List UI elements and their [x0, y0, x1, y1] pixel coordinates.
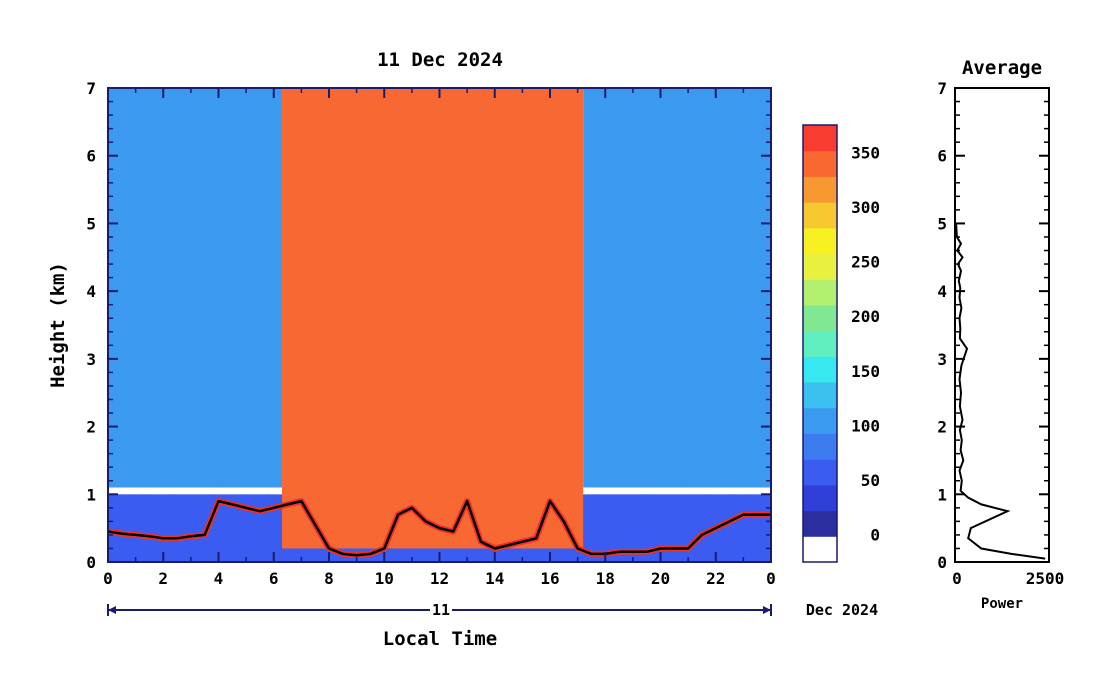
x-tick-label: 14	[485, 569, 504, 588]
colorbar-swatch	[803, 176, 837, 203]
profile-y-tick-label: 2	[937, 418, 947, 437]
x-tick-label: 0	[103, 569, 113, 588]
colorbar-tick-label: 200	[851, 307, 880, 326]
date-bar-day: 11	[432, 601, 450, 619]
date-bar: 11 Dec 2024	[107, 601, 878, 619]
colorbar: 0 50 100 150 200 250 300 350	[802, 124, 880, 563]
profile-y-tick-label: 5	[937, 214, 947, 233]
y-tick-label: 3	[86, 350, 96, 369]
colorbar-swatch	[803, 459, 837, 486]
x-tick-label: 20	[651, 569, 670, 588]
x-axis-title: Local Time	[383, 628, 497, 650]
x-tick-label: 18	[596, 569, 615, 588]
colorbar-swatch	[803, 382, 837, 409]
profile-y-tick-label: 4	[937, 282, 947, 301]
colorbar-swatch	[803, 253, 837, 280]
profile-x-tick-label: 2500	[1026, 569, 1065, 588]
colorbar-swatch	[803, 484, 837, 512]
x-tick-label: 4	[214, 569, 224, 588]
profile-y-tick-label: 7	[937, 79, 947, 98]
colorbar-swatch	[803, 202, 837, 229]
colorbar-tick-label: 50	[861, 471, 880, 490]
colorbar-swatch	[803, 125, 837, 152]
profile-y-tick-label: 1	[937, 485, 947, 504]
profile-x-tick-label: 0	[952, 569, 962, 588]
x-tick-label: 16	[540, 569, 559, 588]
profile-frame	[954, 87, 1050, 563]
colorbar-tick-label: 250	[851, 253, 880, 272]
y-tick-label: 1	[86, 485, 96, 504]
date-bar-month-year: Dec 2024	[806, 601, 878, 619]
colorbar-swatch	[803, 227, 837, 255]
colorbar-tick-label: 300	[851, 198, 880, 217]
profile-title: Average	[962, 57, 1042, 79]
colorbar-swatch	[803, 279, 837, 306]
heatmap-region	[583, 88, 771, 488]
profile-y-tick-label: 0	[937, 553, 947, 572]
colorbar-tick-label: 0	[870, 526, 880, 545]
colorbar-swatch	[803, 536, 837, 563]
x-tick-label: 0	[766, 569, 776, 588]
layer-trace	[108, 499, 771, 557]
colorbar-tick-label: 100	[851, 416, 880, 435]
x-tick-label: 2	[158, 569, 168, 588]
x-tick-label: 10	[375, 569, 394, 588]
profile-x-axis-title: Power	[981, 596, 1023, 612]
colorbar-swatch	[803, 510, 837, 537]
heatmap-region	[282, 88, 584, 549]
y-tick-label: 0	[86, 553, 96, 572]
colorbar-swatch	[803, 150, 837, 177]
chart-title: 11 Dec 2024	[377, 49, 503, 71]
colorbar-swatch	[803, 304, 837, 332]
y-tick-label: 5	[86, 214, 96, 233]
colorbar-swatch	[803, 433, 837, 460]
colorbar-swatch	[803, 356, 837, 383]
profile-line	[955, 223, 1046, 560]
colorbar-swatch	[803, 330, 837, 357]
y-tick-label: 6	[86, 147, 96, 166]
colorbar-tick-label: 350	[851, 143, 880, 162]
y-tick-label: 7	[86, 79, 96, 98]
heatmap-plot-area	[108, 88, 771, 562]
y-axis-title: Height (km)	[47, 262, 69, 388]
colorbar-tick-label: 150	[851, 362, 880, 381]
profile-y-tick-label: 3	[937, 350, 947, 369]
x-tick-label: 6	[269, 569, 279, 588]
y-tick-label: 2	[86, 418, 96, 437]
heatmap-region	[108, 88, 283, 488]
x-tick-label: 22	[706, 569, 725, 588]
x-tick-label: 12	[430, 569, 449, 588]
colorbar-swatch	[803, 407, 837, 434]
y-tick-label: 4	[86, 282, 96, 301]
x-tick-label: 8	[324, 569, 334, 588]
profile-y-tick-label: 6	[937, 147, 947, 166]
